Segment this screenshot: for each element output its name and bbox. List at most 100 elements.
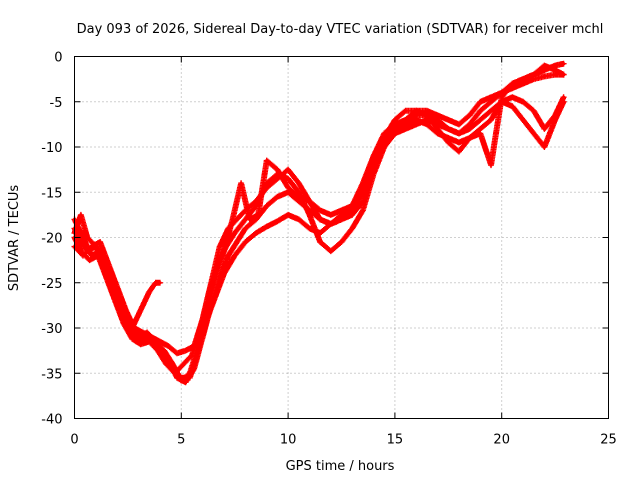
data-point bbox=[192, 344, 196, 348]
data-point bbox=[329, 222, 333, 226]
data-point bbox=[297, 217, 301, 221]
data-point bbox=[233, 231, 237, 235]
data-point bbox=[350, 204, 354, 208]
data-point bbox=[307, 213, 312, 217]
data-point bbox=[136, 335, 141, 339]
data-point bbox=[562, 62, 566, 66]
data-point bbox=[243, 240, 247, 244]
data-point bbox=[532, 77, 536, 81]
data-point bbox=[154, 281, 158, 285]
data-point bbox=[510, 104, 514, 108]
x-axis-label: GPS time / hours bbox=[286, 459, 395, 474]
data-point bbox=[81, 254, 85, 258]
data-point bbox=[425, 109, 429, 113]
data-point bbox=[532, 131, 536, 136]
data-point bbox=[436, 127, 440, 131]
data-point bbox=[139, 342, 143, 346]
data-point bbox=[286, 213, 290, 217]
data-point bbox=[230, 217, 235, 221]
data-point bbox=[297, 181, 301, 185]
data-point bbox=[235, 217, 239, 221]
data-point bbox=[275, 195, 280, 199]
data-point bbox=[188, 376, 192, 380]
data-point bbox=[371, 168, 376, 172]
data-point bbox=[265, 186, 269, 190]
y-tick-label: -35 bbox=[41, 367, 62, 382]
data-point bbox=[222, 249, 226, 253]
data-point bbox=[307, 199, 312, 203]
data-point bbox=[489, 109, 493, 113]
data-point bbox=[130, 337, 134, 341]
data-point bbox=[329, 249, 333, 253]
data-point bbox=[158, 281, 162, 285]
y-tick-label: -25 bbox=[41, 277, 62, 292]
data-point bbox=[87, 258, 92, 262]
y-tick-label: 0 bbox=[54, 51, 62, 66]
data-point bbox=[147, 290, 151, 294]
data-point bbox=[403, 127, 408, 131]
y-tick-labels: 0 -5 -10 -15 -20 -25 -30 -35 -40 bbox=[41, 51, 62, 428]
data-point bbox=[542, 145, 547, 149]
data-point bbox=[542, 127, 547, 131]
data-point bbox=[209, 281, 213, 285]
data-point bbox=[478, 100, 482, 104]
data-point bbox=[128, 321, 132, 326]
data-point bbox=[218, 276, 222, 280]
y-tick-label: -5 bbox=[50, 96, 63, 111]
data-point bbox=[318, 217, 322, 221]
data-point bbox=[233, 254, 237, 258]
data-point bbox=[510, 82, 514, 86]
data-point bbox=[286, 168, 290, 172]
data-point bbox=[85, 235, 89, 240]
data-point bbox=[297, 195, 301, 199]
axis-ticks bbox=[74, 56, 609, 419]
data-point bbox=[403, 122, 408, 126]
data-point bbox=[265, 158, 269, 163]
data-point bbox=[339, 217, 344, 221]
data-point bbox=[393, 118, 397, 122]
data-point bbox=[521, 77, 525, 81]
data-point bbox=[510, 95, 514, 99]
data-point bbox=[361, 208, 365, 212]
x-tick-label: 15 bbox=[387, 433, 404, 448]
data-point bbox=[468, 113, 472, 117]
data-point bbox=[478, 118, 482, 122]
x-tick-label: 10 bbox=[280, 433, 297, 448]
data-point bbox=[521, 82, 525, 86]
data-point bbox=[436, 118, 440, 122]
data-point bbox=[190, 353, 194, 357]
x-tick-label: 20 bbox=[493, 433, 510, 448]
data-point bbox=[265, 225, 269, 229]
data-point bbox=[457, 149, 461, 154]
data-point bbox=[171, 367, 175, 371]
x-tick-label: 0 bbox=[70, 433, 78, 448]
data-point bbox=[553, 63, 557, 68]
data-point bbox=[79, 240, 83, 244]
data-point bbox=[478, 131, 482, 136]
data-point bbox=[175, 351, 179, 355]
data-point bbox=[562, 100, 566, 104]
data-point bbox=[532, 109, 536, 113]
data-point bbox=[478, 127, 482, 131]
data-point bbox=[113, 299, 117, 303]
data-point bbox=[183, 349, 188, 353]
data-point bbox=[98, 240, 102, 244]
data-point bbox=[145, 330, 149, 335]
data-point bbox=[318, 240, 322, 244]
data-point bbox=[403, 118, 408, 122]
data-point bbox=[104, 276, 109, 280]
data-point bbox=[361, 181, 365, 185]
x-tick-labels: 0 5 10 15 20 25 bbox=[70, 433, 616, 448]
data-point bbox=[457, 122, 461, 126]
data-point bbox=[248, 217, 252, 221]
data-point bbox=[414, 109, 418, 113]
data-point bbox=[307, 226, 312, 231]
data-point bbox=[275, 177, 280, 181]
data-point bbox=[436, 113, 440, 117]
y-tick-label: -30 bbox=[41, 322, 62, 337]
data-point bbox=[489, 95, 493, 99]
y-tick-label: -10 bbox=[41, 141, 62, 156]
y-tick-label: -40 bbox=[41, 413, 62, 428]
chart-title: Day 093 of 2026, Sidereal Day-to-day VTE… bbox=[77, 22, 604, 37]
